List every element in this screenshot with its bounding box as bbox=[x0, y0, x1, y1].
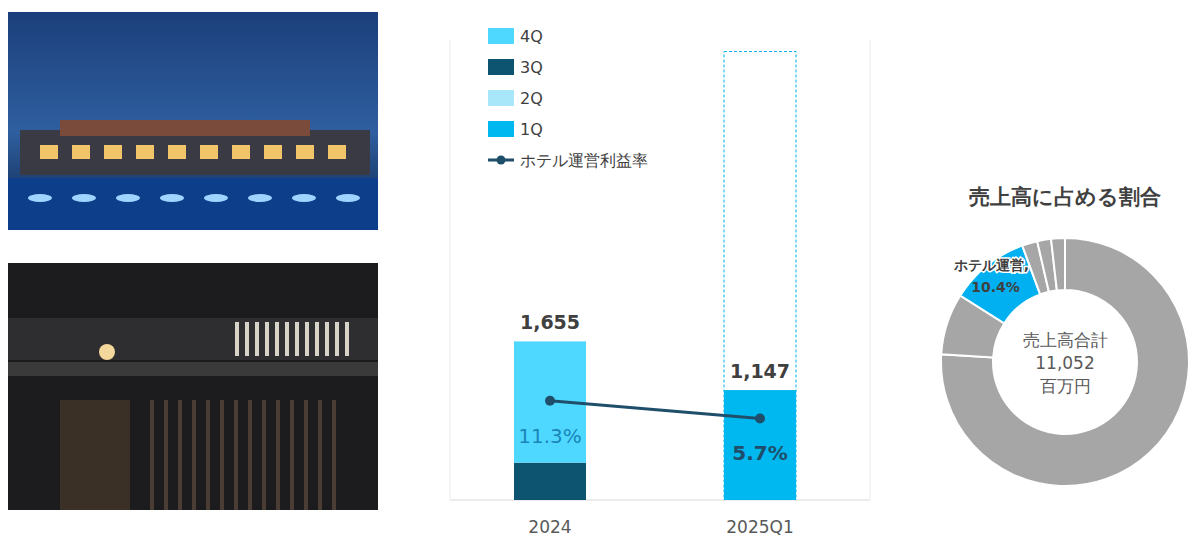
photo-window bbox=[136, 145, 154, 159]
line bbox=[550, 401, 760, 419]
plot-marks bbox=[514, 52, 796, 501]
slice-value-label: 10.4% bbox=[971, 279, 1020, 295]
photo-light bbox=[72, 194, 96, 202]
photo-lattice bbox=[276, 400, 280, 510]
photo-slat bbox=[245, 322, 249, 356]
slice-category: ホテル運営, bbox=[953, 257, 1029, 273]
legend-marker bbox=[497, 156, 506, 165]
legend-label: ホテル運営利益率 bbox=[520, 151, 648, 170]
photo-resort bbox=[8, 12, 378, 230]
donut-slice bbox=[941, 238, 1189, 486]
total-label: 1,655 bbox=[520, 311, 580, 333]
photo-lattice bbox=[262, 400, 266, 510]
photo-light bbox=[28, 194, 52, 202]
photo-wall bbox=[8, 318, 378, 360]
photo-slat bbox=[305, 322, 309, 356]
line-label: 5.7% bbox=[732, 441, 787, 465]
line-label: 11.3% bbox=[518, 424, 582, 448]
photo-slat bbox=[235, 322, 239, 356]
photo-bg bbox=[8, 12, 378, 230]
photo-light bbox=[248, 194, 272, 202]
photo-building bbox=[20, 130, 370, 175]
photo-door bbox=[60, 400, 130, 510]
line-marker bbox=[545, 396, 555, 406]
photo-slat bbox=[285, 322, 289, 356]
photo-lamp bbox=[99, 344, 115, 360]
photo-bg bbox=[8, 263, 378, 510]
photo-light bbox=[336, 194, 360, 202]
photo-slat bbox=[265, 322, 269, 356]
photo-eave bbox=[8, 362, 378, 376]
photo-light bbox=[204, 194, 228, 202]
legend-swatch bbox=[488, 121, 514, 137]
photo-lattice bbox=[206, 400, 210, 510]
legend-label: 1Q bbox=[520, 120, 543, 139]
photo-slat bbox=[325, 322, 329, 356]
photo-slat bbox=[255, 322, 259, 356]
y-axis-line bbox=[450, 40, 451, 500]
photo-slat bbox=[295, 322, 299, 356]
photo-lattice bbox=[234, 400, 238, 510]
photo-window bbox=[168, 145, 186, 159]
photo-slat bbox=[345, 322, 349, 356]
photo-slat bbox=[335, 322, 339, 356]
photo-window bbox=[104, 145, 122, 159]
x-tick-label: 2024 bbox=[528, 517, 571, 537]
donut-chart: 売上高に占める割合ホテル運営, 10.4% 売上高合計 11,052 百万円 bbox=[941, 185, 1189, 486]
photo-window bbox=[232, 145, 250, 159]
legend-label: 2Q bbox=[520, 89, 543, 108]
photo-window bbox=[296, 145, 314, 159]
legend-swatch bbox=[488, 28, 514, 44]
photo-lattice bbox=[332, 400, 336, 510]
photo-lattice bbox=[150, 400, 154, 510]
bar-segment bbox=[514, 463, 586, 500]
donut-center-title: 売上高合計 bbox=[1023, 330, 1108, 350]
photo-lattice bbox=[318, 400, 322, 510]
photo-lattice bbox=[290, 400, 294, 510]
photo-slat bbox=[275, 322, 279, 356]
legend-swatch bbox=[488, 59, 514, 75]
x-tick-label: 2025Q1 bbox=[726, 517, 793, 537]
legend-label: 4Q bbox=[520, 27, 543, 46]
photo-slat bbox=[315, 322, 319, 356]
donut-total: 11,052 bbox=[1035, 353, 1094, 373]
photo-lattice bbox=[220, 400, 224, 510]
donut-slice bbox=[1051, 238, 1065, 290]
legend: 4Q 3Q 2Q 1Q ホテル運営利益率 bbox=[488, 27, 648, 170]
donut-title: 売上高に占める割合 bbox=[969, 185, 1161, 209]
line-marker bbox=[755, 413, 765, 423]
photo-light bbox=[292, 194, 316, 202]
photo-lattice bbox=[248, 400, 252, 510]
photo-window bbox=[200, 145, 218, 159]
photo-lattice bbox=[178, 400, 182, 510]
photo-window bbox=[72, 145, 90, 159]
bar-chart: 11.3% 5.7% 1,655 1,147 2024 2025Q1 4Q 3Q 2Q 1Q ホテル… bbox=[450, 27, 870, 537]
page: 11.3% 5.7% 1,655 1,147 2024 2025Q1 4Q 3Q 2Q 1Q ホテル… bbox=[0, 0, 1196, 543]
photo-lattice bbox=[304, 400, 308, 510]
outline-bar bbox=[724, 52, 796, 501]
photo-window bbox=[264, 145, 282, 159]
photo-light bbox=[160, 194, 184, 202]
photo-window bbox=[328, 145, 346, 159]
photo-lattice bbox=[164, 400, 168, 510]
photo-machiya bbox=[8, 263, 378, 510]
legend-swatch bbox=[488, 90, 514, 106]
photo-pool bbox=[8, 178, 378, 230]
photo-roof bbox=[60, 120, 310, 136]
photo-window bbox=[40, 145, 58, 159]
bar-segment bbox=[724, 390, 796, 500]
donut-unit: 百万円 bbox=[1040, 376, 1091, 396]
baseline bbox=[450, 500, 870, 501]
photo-light bbox=[116, 194, 140, 202]
y2-axis-line bbox=[870, 40, 871, 500]
legend-label: 3Q bbox=[520, 58, 543, 77]
total-label: 1,147 bbox=[730, 360, 790, 382]
photo-lattice bbox=[192, 400, 196, 510]
